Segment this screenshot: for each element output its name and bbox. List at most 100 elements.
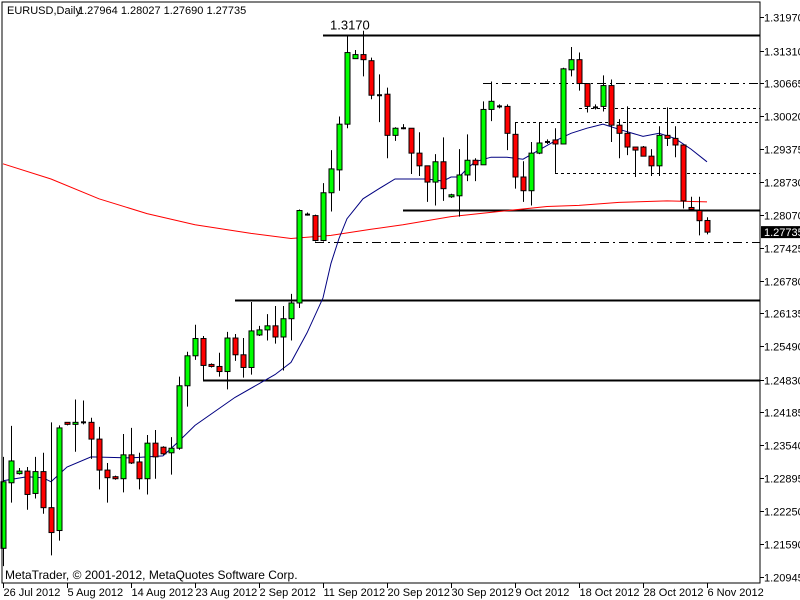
candle xyxy=(664,107,671,147)
price-tick-label: 1.20945 xyxy=(764,573,800,585)
candle xyxy=(424,165,431,202)
candle-body xyxy=(408,127,415,154)
price-tick-label: 1.28070 xyxy=(764,211,800,223)
candle-body xyxy=(120,454,127,480)
candle-body xyxy=(384,93,391,136)
candle-body xyxy=(256,329,263,336)
candle xyxy=(520,161,527,202)
candle-body xyxy=(696,210,703,222)
price-tick-label: 1.21590 xyxy=(764,540,800,552)
candle-body xyxy=(208,363,215,367)
candle-body xyxy=(552,139,559,145)
candle-body xyxy=(96,438,103,471)
candle xyxy=(305,212,310,216)
price-tick-label: 1.29375 xyxy=(764,145,800,157)
candle-body xyxy=(536,142,543,154)
candle-body xyxy=(152,442,159,458)
candle-body xyxy=(8,460,15,484)
candle xyxy=(280,306,287,371)
candle xyxy=(0,456,7,567)
ohlc-readout: 1.27964 1.28027 1.27690 1.27735 xyxy=(78,5,246,17)
time-tick-label: 28 Oct 2012 xyxy=(644,587,704,599)
candle xyxy=(528,141,535,206)
candle xyxy=(248,301,255,375)
candle xyxy=(232,333,239,361)
time-axis[interactable]: 26 Jul 2012 5 Aug 2012 14 Aug 2012 23 Aug 2… xyxy=(3,583,764,599)
time-tick-label: 30 Sep 2012 xyxy=(452,587,514,599)
candle xyxy=(360,30,367,77)
candle-body xyxy=(640,146,647,157)
candle-body xyxy=(0,481,7,549)
candle xyxy=(704,217,711,235)
candle-body xyxy=(576,59,583,85)
candle xyxy=(320,183,327,242)
plot-border xyxy=(1,1,761,584)
price-tick-label: 1.25490 xyxy=(764,342,800,354)
candles xyxy=(0,30,711,567)
candle-body xyxy=(296,210,303,304)
candle-body xyxy=(440,161,447,190)
candle-body xyxy=(248,330,255,368)
time-tick-label: 20 Sep 2012 xyxy=(388,587,450,599)
candle xyxy=(640,146,647,157)
candle-body xyxy=(632,146,639,151)
candle xyxy=(288,293,295,341)
candle xyxy=(16,468,23,475)
candle-body xyxy=(688,206,695,211)
candle-body xyxy=(520,176,527,192)
candle xyxy=(24,467,31,510)
candle-body xyxy=(664,134,671,139)
candle xyxy=(600,75,607,112)
candle xyxy=(401,124,406,130)
candle-body xyxy=(264,325,271,331)
time-tick-label: 11 Sep 2012 xyxy=(324,587,386,599)
candle xyxy=(328,150,335,212)
candle-body xyxy=(240,354,247,368)
candle xyxy=(440,137,447,201)
candle-body xyxy=(600,85,607,107)
candle xyxy=(152,429,159,479)
candle-body xyxy=(656,134,663,167)
candle xyxy=(344,34,351,129)
candle-body xyxy=(456,174,463,197)
candle xyxy=(672,126,679,158)
candle-body xyxy=(128,454,135,464)
candle-body xyxy=(16,470,23,475)
candle xyxy=(497,104,502,109)
candle-body xyxy=(224,337,231,373)
price-axis[interactable]: 1.31970 1.31310 1.30665 1.30020 1.29375 1.287… xyxy=(760,13,800,585)
candle xyxy=(576,52,583,91)
candle xyxy=(104,462,111,503)
candle xyxy=(296,209,303,309)
candle xyxy=(648,149,655,176)
candle xyxy=(224,331,231,390)
time-tick-label: 5 Aug 2012 xyxy=(68,587,124,599)
candle xyxy=(8,425,15,503)
symbol-label: EURUSD,Daily xyxy=(7,5,81,17)
time-tick-label: 23 Aug 2012 xyxy=(196,587,258,599)
candle xyxy=(656,126,663,176)
candle-body xyxy=(40,471,47,509)
candle xyxy=(264,314,271,341)
candle xyxy=(456,149,463,217)
candle xyxy=(48,422,55,556)
candle-body xyxy=(280,318,287,338)
candle xyxy=(568,46,575,77)
candle xyxy=(32,456,39,499)
candle xyxy=(488,81,495,122)
candle-body xyxy=(336,123,343,171)
candle xyxy=(200,335,207,381)
candle xyxy=(432,154,439,206)
candle xyxy=(120,434,127,493)
candle-body xyxy=(192,338,199,357)
candle-body xyxy=(176,385,183,449)
candle-body xyxy=(392,127,399,136)
price-tick-label: 1.26135 xyxy=(764,309,800,321)
candle xyxy=(352,50,359,60)
candle xyxy=(272,306,279,344)
price-tick-label: 1.31310 xyxy=(764,47,800,59)
price-tick-label: 1.28730 xyxy=(764,178,800,190)
candle xyxy=(64,421,71,426)
candle-body xyxy=(624,132,631,148)
